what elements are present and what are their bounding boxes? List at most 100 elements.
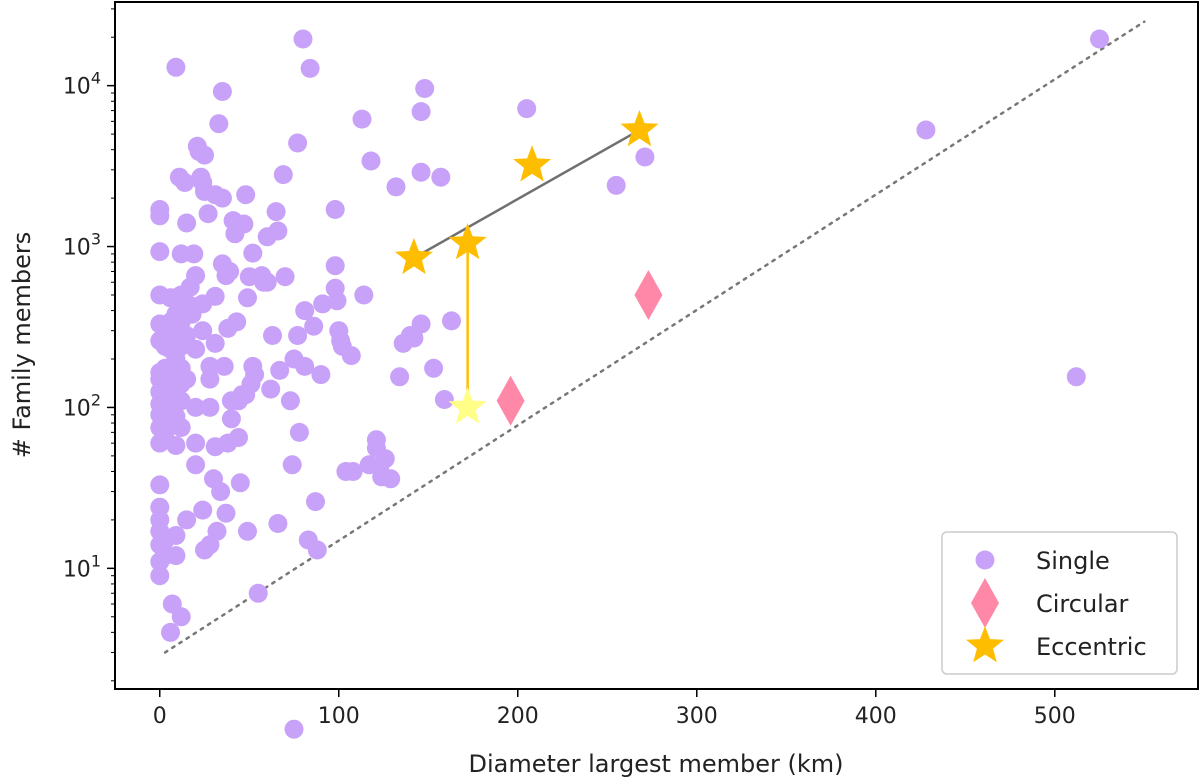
y-tick-label: 104 (63, 69, 101, 100)
single-point (161, 622, 180, 642)
single-point (1090, 29, 1109, 49)
y-tick-label: 101 (63, 551, 101, 582)
single-point (325, 256, 345, 276)
single-point (166, 436, 186, 455)
single-point (424, 358, 444, 378)
single-point (166, 57, 186, 77)
single-point (200, 397, 220, 417)
single-point (184, 244, 204, 264)
single-point (214, 356, 234, 376)
single-point (150, 566, 170, 586)
single-point (216, 503, 236, 523)
single-point (273, 165, 293, 185)
single-point (257, 272, 277, 292)
single-point (341, 346, 361, 366)
single-point (361, 151, 381, 171)
circular-point (634, 269, 663, 320)
single-point (517, 99, 537, 119)
plot-frame (114, 1, 1199, 690)
single-point (434, 390, 454, 409)
single-point (268, 514, 288, 533)
x-tick-label: 300 (676, 704, 718, 729)
single-point (198, 204, 218, 224)
single-point (186, 266, 206, 286)
single-point (635, 147, 655, 167)
single-point (266, 202, 286, 222)
single-point (227, 312, 247, 332)
single-point (166, 526, 186, 545)
single-point (150, 206, 170, 226)
y-axis-label: # Family members (8, 232, 36, 459)
single-point (186, 455, 206, 475)
single-point (415, 79, 435, 98)
single-point (221, 409, 241, 429)
eccentric-point (448, 387, 487, 424)
eccentric-point (448, 223, 487, 260)
single-point (238, 288, 257, 308)
legend: Single Circular Eccentric (941, 531, 1178, 675)
single-point (381, 469, 401, 489)
dotted-reference-line (163, 20, 1146, 654)
single-point (386, 177, 406, 197)
single-point (234, 214, 254, 234)
connector-lines (413, 128, 641, 408)
x-axis: 0 100 200 300 400 500 (153, 689, 1076, 729)
y-tick-label: 103 (63, 230, 101, 261)
series-single (150, 29, 1109, 739)
single-point (280, 391, 300, 411)
single-point (275, 267, 295, 287)
single-point (270, 360, 290, 380)
single-point (431, 167, 451, 187)
single-point (411, 314, 431, 334)
eccentric-point (513, 145, 552, 182)
single-point (238, 521, 257, 541)
single-point (411, 102, 431, 122)
single-point (366, 430, 386, 450)
single-point (243, 243, 263, 263)
single-point (186, 339, 206, 359)
single-point (212, 188, 232, 208)
single-point (268, 221, 288, 241)
single-point (293, 29, 313, 49)
single-point (205, 286, 225, 306)
single-point (171, 607, 191, 627)
single-point (177, 510, 197, 530)
single-point (212, 82, 232, 101)
single-point (352, 109, 372, 129)
x-tick-label: 0 (153, 704, 167, 729)
single-point (289, 422, 309, 442)
single-point (304, 316, 324, 336)
legend-label: Single (1036, 547, 1110, 575)
single-point (193, 321, 213, 341)
single-point (343, 462, 363, 481)
single-point (248, 583, 268, 603)
single-point (300, 58, 320, 78)
legend-marker-eccentric (966, 626, 1004, 663)
single-point (288, 326, 308, 345)
x-tick-label: 100 (318, 704, 360, 729)
single-point (177, 213, 197, 233)
single-point (211, 482, 231, 502)
single-point (390, 367, 410, 387)
x-tick-label: 200 (497, 704, 539, 729)
single-point (325, 200, 345, 219)
single-point (175, 173, 195, 192)
single-point (306, 492, 325, 512)
single-point (1066, 367, 1086, 387)
eccentric-point (620, 110, 659, 147)
legend-marker-single (975, 550, 995, 570)
single-point (327, 291, 347, 311)
single-point (288, 133, 308, 153)
single-point (186, 433, 206, 453)
y-tick-label: 102 (63, 390, 101, 421)
single-point (311, 365, 331, 385)
legend-box (941, 531, 1178, 675)
single-point (166, 546, 186, 566)
connector-line (413, 128, 641, 259)
single-point (307, 540, 327, 560)
single-point (313, 294, 333, 314)
y-axis: 101 102 103 104 (63, 8, 115, 682)
single-point (263, 326, 282, 345)
single-point (150, 242, 170, 262)
